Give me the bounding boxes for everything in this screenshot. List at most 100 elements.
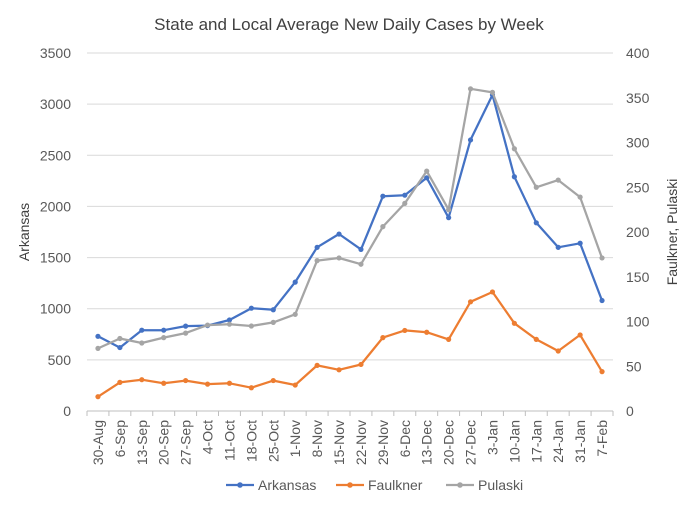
data-point [314, 258, 320, 264]
data-point [446, 215, 452, 221]
x-tick-label: 6-Sep [112, 420, 128, 458]
x-tick-label: 17-Jan [528, 420, 544, 463]
right-axis-title: Faulkner, Pulaski [664, 179, 680, 286]
data-point [533, 184, 539, 190]
data-point [402, 200, 408, 206]
x-tick-label: 20-Dec [441, 420, 457, 465]
data-point [424, 175, 430, 181]
data-point [117, 344, 123, 351]
data-point [95, 333, 101, 339]
right-axis: 0 50 100 150 200 250 300 350 400 [626, 45, 650, 419]
data-point [446, 207, 452, 213]
legend-item-pulaski: Pulaski [446, 477, 523, 493]
chart-title: State and Local Average New Daily Cases … [154, 15, 544, 34]
x-tick-label: 13-Sep [134, 420, 150, 465]
left-tick-label: 3000 [40, 96, 71, 112]
series-faulkner [95, 289, 605, 400]
data-point [467, 86, 474, 92]
right-tick-label: 200 [626, 224, 650, 240]
data-point [599, 297, 605, 304]
data-point [161, 335, 167, 341]
legend-label: Arkansas [258, 477, 316, 493]
data-point [358, 261, 364, 267]
legend-marker [347, 482, 353, 488]
data-point [533, 336, 539, 342]
gridlines [87, 52, 613, 361]
data-point [336, 255, 342, 261]
legend: Arkansas Faulkner Pulaski [226, 477, 523, 493]
data-point [270, 319, 276, 325]
data-point [161, 327, 167, 333]
data-point [577, 332, 583, 338]
x-tick-label: 24-Jan [550, 420, 566, 463]
series-line [97, 87, 604, 350]
left-axis-title: Arkansas [16, 203, 32, 261]
left-tick-label: 500 [48, 352, 72, 368]
data-point [402, 327, 408, 334]
data-point [161, 380, 167, 386]
data-point [555, 177, 561, 183]
data-point [489, 89, 496, 95]
data-point [489, 289, 496, 295]
data-point [533, 220, 539, 226]
data-point [248, 305, 254, 311]
data-point [336, 231, 342, 237]
data-point [467, 137, 474, 143]
right-tick-label: 150 [626, 269, 650, 285]
right-tick-label: 0 [626, 403, 634, 419]
x-tick-label: 3-Jan [484, 420, 500, 455]
x-tick-label: 27-Dec [463, 420, 479, 465]
data-point [292, 279, 298, 285]
x-tick-label: 11-Oct [221, 420, 237, 461]
data-point [248, 385, 254, 391]
data-point [226, 380, 233, 386]
x-tick-label: 22-Nov [353, 420, 369, 465]
data-point [599, 369, 605, 375]
legend-label: Pulaski [478, 477, 523, 493]
x-axis: 30-Aug 6-Sep 13-Sep 20-Sep 27-Sep 4-Oct 11-Oct… [86, 410, 614, 465]
data-point [599, 255, 605, 261]
data-point [577, 240, 583, 246]
left-tick-label: 2500 [40, 147, 71, 163]
series-line [97, 93, 604, 349]
data-point [292, 311, 298, 317]
data-point [358, 246, 364, 252]
data-point [226, 321, 233, 327]
data-point [314, 244, 320, 250]
data-point [248, 323, 254, 329]
left-axis: 0 500 1000 1500 2000 2500 3000 3500 [40, 45, 71, 419]
x-tick-label: 31-Jan [572, 420, 588, 463]
x-tick-label: 18-Oct [243, 420, 259, 462]
data-point [139, 377, 145, 383]
data-point [511, 174, 517, 180]
data-point [117, 335, 123, 342]
data-point [270, 307, 276, 313]
data-point [139, 327, 145, 333]
x-tick-label: 27-Sep [178, 420, 194, 465]
series-lines [95, 86, 605, 400]
data-point [204, 381, 211, 387]
right-tick-label: 100 [626, 314, 650, 330]
right-tick-label: 400 [626, 45, 650, 61]
right-tick-label: 350 [626, 90, 650, 106]
data-point [358, 361, 364, 368]
series-line [97, 290, 603, 398]
data-point [314, 362, 320, 368]
data-point [511, 146, 517, 152]
x-tick-label: 8-Nov [309, 420, 325, 457]
data-point [577, 194, 583, 200]
data-point [336, 367, 342, 373]
left-tick-label: 0 [63, 403, 71, 419]
data-point [380, 224, 386, 230]
series-arkansas [95, 92, 605, 351]
data-point [204, 322, 211, 328]
data-point [555, 348, 561, 354]
legend-item-faulkner: Faulkner [336, 477, 423, 493]
left-tick-label: 1000 [40, 301, 71, 317]
legend-marker [457, 482, 463, 488]
x-tick-label: 13-Dec [419, 420, 435, 465]
data-point [511, 320, 517, 326]
data-point [183, 377, 189, 384]
x-tick-label: 6-Dec [397, 420, 413, 457]
